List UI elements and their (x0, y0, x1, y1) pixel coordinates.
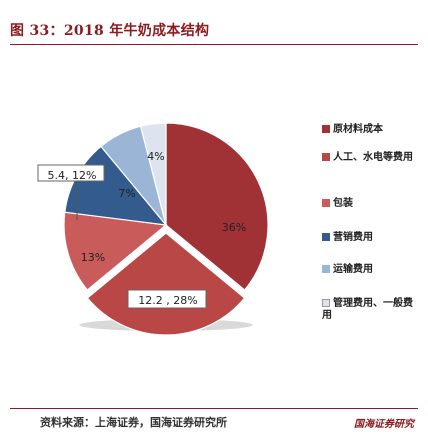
legend-swatch (322, 299, 330, 307)
data-label-3: 5.4, 12% (48, 169, 97, 182)
legend-label: 营销费用 (333, 232, 373, 243)
pie-chart: 36% 12.2 , 28% 13% 5.4, 12% 7% 4% (37, 122, 269, 336)
legend-item-management: 管理费用、一般费用 (322, 298, 422, 322)
legend-swatch (322, 265, 330, 273)
source-note: 资料来源：上海证券，国海证券研究所 (40, 416, 227, 429)
title-divider (10, 44, 418, 45)
data-label-2: 13% (81, 251, 105, 264)
data-label-4: 7% (118, 187, 135, 200)
legend-item-marketing: 营销费用 (322, 232, 422, 244)
legend-label: 人工、水电等费用 (333, 152, 413, 163)
legend-swatch (322, 233, 330, 241)
legend-label: 运输费用 (333, 264, 373, 275)
legend-item-labor: 人工、水电等费用 (322, 152, 422, 164)
brand-logo: 国海证券研究 (354, 419, 414, 430)
pie-slice-0 (165, 122, 269, 291)
data-label-5: 4% (147, 150, 164, 163)
data-label-box (127, 289, 207, 309)
legend-item-transport: 运输费用 (322, 264, 422, 276)
pie-slice-5 (139, 122, 167, 226)
pie-slice-2 (63, 211, 168, 291)
data-label-1: 12.2 , 28% (138, 294, 197, 307)
legend-item-raw-material: 原材料成本 (322, 124, 422, 136)
legend-swatch (322, 125, 330, 133)
footer-divider (10, 408, 418, 409)
chart-title: 图 33：2018 年牛奶成本结构 (10, 23, 210, 39)
legend-label: 管理费用、一般费用 (322, 298, 413, 321)
legend-swatch (322, 153, 330, 161)
legend-swatch (322, 199, 330, 207)
pie-slice-1 (86, 232, 246, 336)
data-label-0: 36% (222, 221, 246, 234)
data-label-box (37, 164, 105, 182)
legend-label: 原材料成本 (333, 124, 383, 135)
legend-item-packaging: 包装 (322, 198, 422, 210)
legend-label: 包装 (333, 198, 353, 209)
